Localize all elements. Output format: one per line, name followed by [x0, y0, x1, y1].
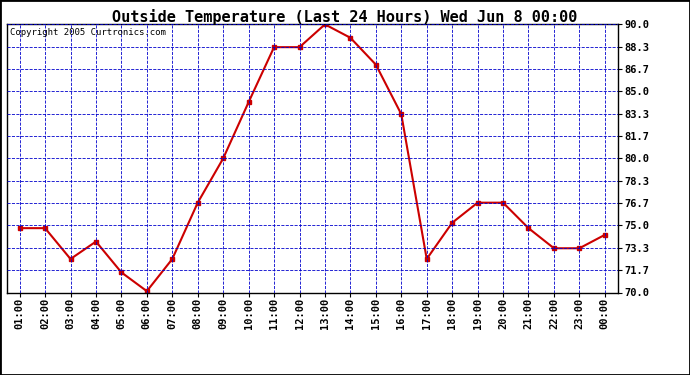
Text: Copyright 2005 Curtronics.com: Copyright 2005 Curtronics.com [10, 28, 166, 38]
Text: Outside Temperature (Last 24 Hours) Wed Jun 8 00:00: Outside Temperature (Last 24 Hours) Wed … [112, 9, 578, 26]
